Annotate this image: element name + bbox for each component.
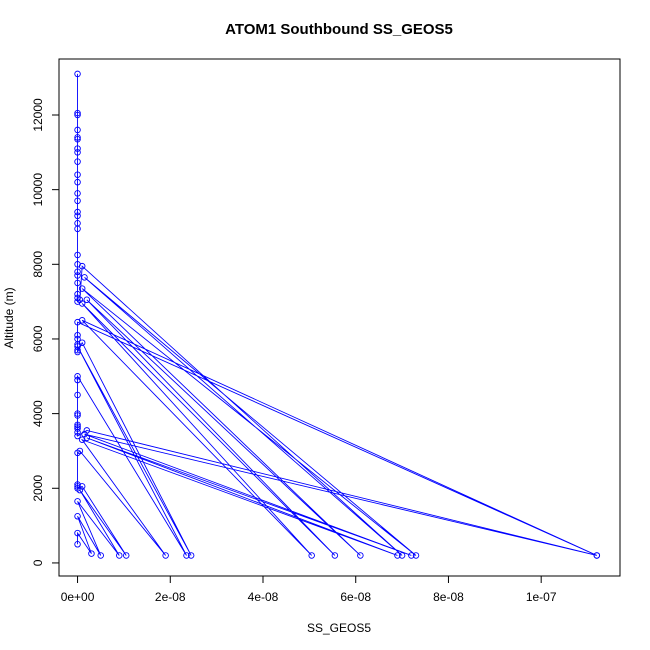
data-point (74, 412, 81, 419)
data-point (74, 421, 81, 429)
data-point (74, 541, 81, 548)
y-tick-label: 6000 (31, 325, 45, 352)
data-point (74, 145, 81, 152)
data-point (74, 529, 81, 537)
data-point (74, 429, 81, 436)
data-point (74, 376, 81, 384)
data-point (74, 498, 81, 505)
data-point (74, 290, 81, 298)
y-axis: 0 2000 4000 6000 8000 10000 12000 (31, 98, 60, 566)
y-tick-label: 2000 (31, 475, 45, 502)
data-point (74, 272, 81, 279)
y-tick-label: 12000 (31, 98, 45, 132)
data-point (74, 111, 81, 119)
data-point (74, 158, 81, 165)
data-point (408, 552, 415, 559)
data-point (74, 432, 81, 440)
data-point (74, 425, 81, 432)
data-point (122, 552, 130, 559)
data-point (97, 552, 104, 559)
data-point (187, 552, 195, 559)
x-tick-label: 1e-07 (526, 590, 557, 604)
data-point (74, 373, 81, 380)
data-point (74, 251, 81, 259)
x-axis: 0e+00 2e-08 4e-08 6e-08 8e-08 1e-07 (61, 575, 557, 604)
data-point (593, 552, 601, 559)
data-point (74, 225, 81, 233)
data-point (116, 552, 123, 559)
x-tick-label: 6e-08 (340, 590, 371, 604)
data-point (74, 136, 81, 143)
data-point (74, 178, 81, 186)
data-point (74, 197, 81, 205)
data-point (412, 552, 420, 559)
data-point (74, 208, 81, 216)
y-axis-label: Altitude (m) (2, 287, 16, 348)
data-point (74, 190, 81, 197)
data-point (76, 486, 84, 494)
x-tick-label: 0e+00 (61, 590, 95, 604)
data-point (78, 285, 86, 292)
data-point (74, 70, 81, 78)
data-point (78, 436, 86, 444)
data-point (74, 126, 81, 134)
x-tick-label: 2e-08 (155, 590, 186, 604)
data-point (394, 552, 401, 559)
data-point (74, 318, 81, 326)
data-point (74, 391, 81, 399)
data-point (74, 134, 81, 141)
x-tick-label: 4e-08 (248, 590, 279, 604)
data-point (74, 346, 81, 354)
y-tick-label: 8000 (31, 251, 45, 278)
data-point (398, 552, 406, 559)
data-point (78, 300, 86, 307)
data-point (74, 279, 81, 287)
data-point (88, 550, 95, 557)
data-point (74, 331, 81, 339)
y-tick-label: 10000 (31, 173, 45, 207)
data-point (331, 552, 339, 559)
data-point (74, 513, 81, 520)
data-point (308, 552, 315, 559)
data-point (78, 339, 86, 346)
y-tick-label: 4000 (31, 400, 45, 427)
data-point (83, 296, 91, 304)
data-point (162, 552, 169, 559)
chart-title: ATOM1 Southbound SS_GEOS5 (225, 21, 453, 38)
x-tick-label: 8e-08 (433, 590, 464, 604)
data-point (74, 449, 81, 457)
x-axis-label: SS_GEOS5 (307, 621, 371, 635)
data-point (74, 171, 81, 178)
data-point (74, 410, 81, 417)
y-tick-label: 0 (31, 559, 45, 566)
data-point (183, 552, 190, 559)
data-point (74, 212, 81, 220)
data-point (74, 343, 81, 350)
data-point (74, 109, 81, 117)
data-point (357, 552, 364, 559)
data-point (74, 268, 81, 276)
series-points (74, 70, 601, 559)
data-point (81, 274, 88, 281)
data-point (78, 262, 86, 270)
data-point (74, 149, 81, 156)
